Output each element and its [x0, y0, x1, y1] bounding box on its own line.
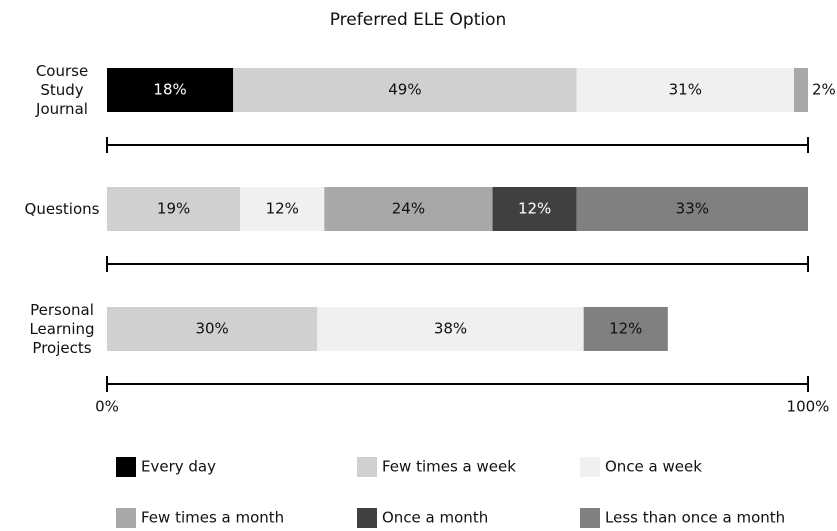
bar-segment: [317, 307, 584, 351]
bar-segment: [324, 187, 493, 231]
bar-segment: [492, 187, 577, 231]
bar-segment: [107, 187, 241, 231]
category-label: Personal Learning Projects: [29, 301, 94, 357]
chart-title: Preferred ELE Option: [330, 10, 507, 30]
legend-swatch: [580, 508, 600, 528]
data-label: 18%: [153, 81, 186, 99]
data-label: 12%: [609, 320, 642, 338]
legend-swatch: [116, 457, 136, 477]
legend-label: Few times a week: [382, 458, 516, 476]
legend-swatch: [580, 457, 600, 477]
legend-label: Once a month: [382, 509, 488, 527]
legend-swatch: [116, 508, 136, 528]
legend-label: Few times a month: [141, 509, 284, 527]
legend-swatch: [357, 508, 377, 528]
legend-swatch: [357, 457, 377, 477]
data-label: 12%: [518, 200, 551, 218]
bar-segment: [107, 68, 234, 112]
data-label: 49%: [388, 81, 421, 99]
data-label: 19%: [157, 200, 190, 218]
bar-segment: [793, 68, 808, 112]
category-label: Questions: [25, 200, 100, 218]
legend-label: Less than once a month: [605, 509, 785, 527]
data-label: 30%: [195, 320, 228, 338]
data-label: 31%: [669, 81, 702, 99]
data-label: 12%: [266, 200, 299, 218]
bar-segment: [576, 68, 794, 112]
bar-segment: [107, 307, 318, 351]
legend-label: Every day: [141, 458, 216, 476]
x-tick-label: 0%: [95, 398, 119, 416]
legend-label: Once a week: [605, 458, 702, 476]
x-tick-label: 100%: [787, 398, 830, 416]
data-label: 38%: [434, 320, 467, 338]
category-label: Course Study Journal: [35, 62, 88, 118]
data-label: 33%: [676, 200, 709, 218]
data-label: 24%: [392, 200, 425, 218]
bar-segment: [240, 187, 325, 231]
bar-segment: [233, 68, 577, 112]
bar-segment: [583, 307, 668, 351]
bar-segment: [576, 187, 808, 231]
data-label: 2%: [812, 81, 836, 99]
